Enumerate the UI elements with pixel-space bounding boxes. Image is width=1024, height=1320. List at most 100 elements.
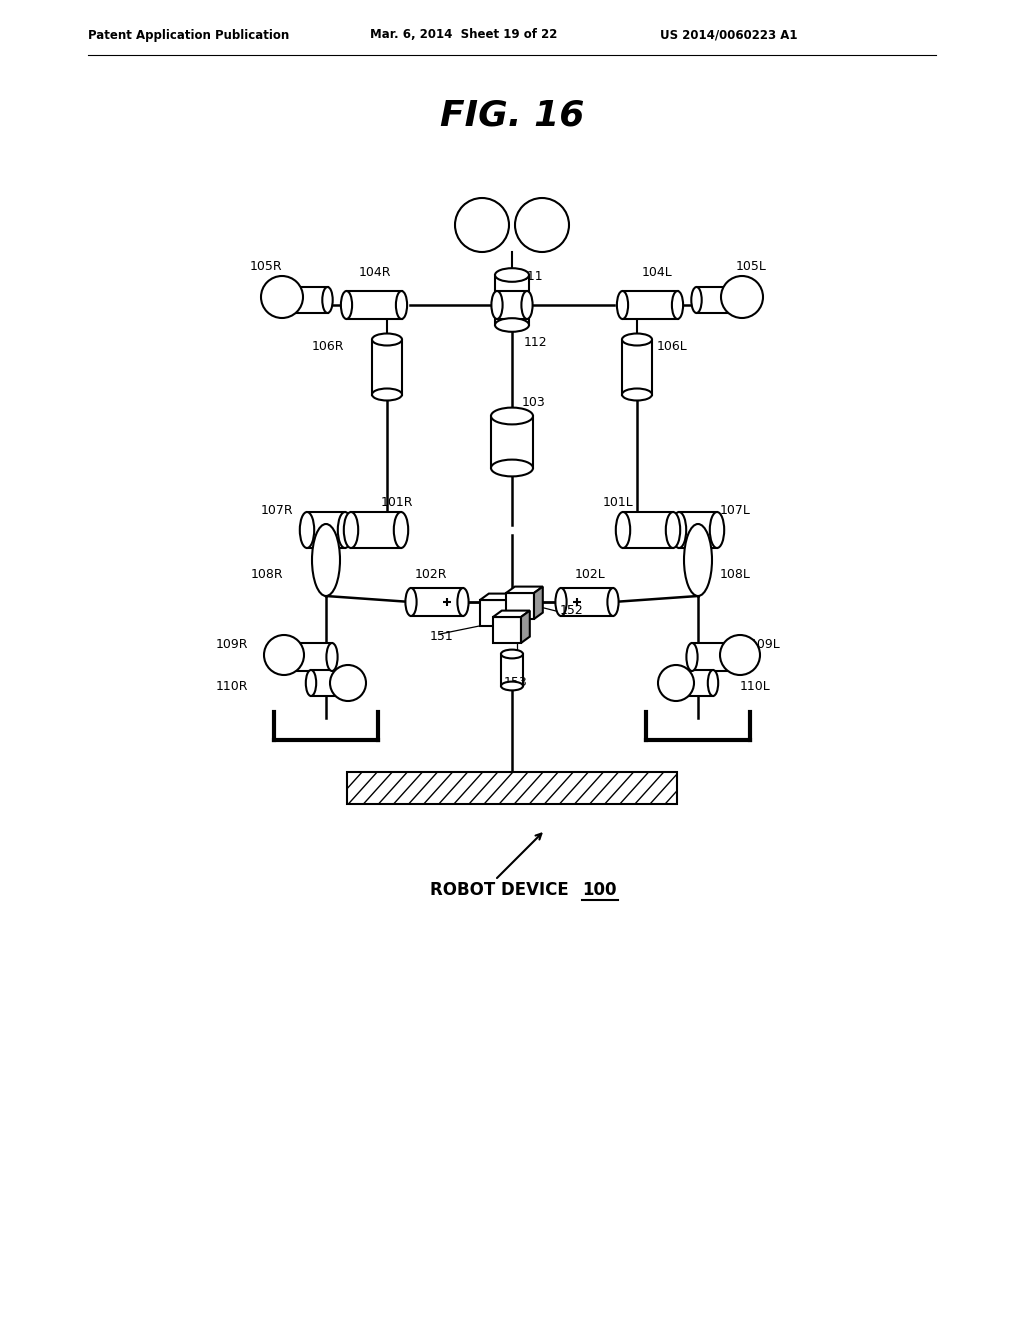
Polygon shape	[679, 512, 717, 548]
Polygon shape	[508, 594, 517, 626]
Ellipse shape	[521, 290, 532, 319]
Text: 108R: 108R	[251, 569, 284, 582]
Polygon shape	[534, 586, 543, 619]
Ellipse shape	[734, 643, 745, 671]
Text: 109R: 109R	[216, 639, 249, 652]
Text: 104L: 104L	[642, 267, 673, 280]
Ellipse shape	[338, 512, 352, 548]
Text: 100: 100	[582, 880, 616, 899]
Ellipse shape	[306, 671, 316, 696]
Polygon shape	[284, 643, 332, 671]
Polygon shape	[506, 593, 534, 619]
Ellipse shape	[406, 587, 417, 616]
Text: US 2014/0060223 A1: US 2014/0060223 A1	[660, 29, 798, 41]
Circle shape	[455, 198, 509, 252]
Polygon shape	[495, 275, 529, 325]
Ellipse shape	[492, 290, 503, 319]
Text: 151: 151	[430, 630, 454, 643]
Circle shape	[264, 635, 304, 675]
Ellipse shape	[501, 681, 523, 690]
Polygon shape	[480, 594, 517, 601]
Polygon shape	[311, 671, 351, 696]
Polygon shape	[623, 512, 673, 548]
Circle shape	[721, 276, 763, 318]
Ellipse shape	[555, 587, 566, 616]
Text: 112: 112	[524, 335, 548, 348]
Text: 153: 153	[504, 676, 527, 689]
Text: FIG. 16: FIG. 16	[440, 98, 584, 132]
Ellipse shape	[622, 334, 652, 346]
Ellipse shape	[372, 388, 402, 400]
Polygon shape	[480, 601, 508, 626]
Ellipse shape	[279, 643, 290, 671]
Ellipse shape	[666, 512, 680, 548]
Ellipse shape	[312, 524, 340, 597]
Circle shape	[720, 635, 760, 675]
Text: Patent Application Publication: Patent Application Publication	[88, 29, 289, 41]
Text: 152: 152	[560, 603, 584, 616]
Ellipse shape	[288, 286, 298, 313]
Polygon shape	[696, 286, 731, 313]
Text: 102R: 102R	[415, 568, 447, 581]
Bar	[347, 772, 677, 804]
Text: 107L: 107L	[720, 503, 751, 516]
Ellipse shape	[458, 587, 469, 616]
Ellipse shape	[344, 512, 358, 548]
Ellipse shape	[501, 649, 523, 659]
Ellipse shape	[668, 671, 678, 696]
Text: 111: 111	[520, 271, 544, 284]
Ellipse shape	[684, 524, 712, 597]
Text: 103: 103	[522, 396, 546, 408]
Text: 110L: 110L	[740, 681, 771, 693]
Polygon shape	[307, 512, 345, 548]
Text: 104R: 104R	[359, 267, 391, 280]
Polygon shape	[521, 611, 529, 643]
Ellipse shape	[726, 286, 736, 313]
Ellipse shape	[327, 643, 338, 671]
Ellipse shape	[346, 671, 356, 696]
Polygon shape	[497, 290, 527, 319]
Text: 102L: 102L	[575, 568, 606, 581]
Circle shape	[658, 665, 694, 701]
Text: Mar. 6, 2014  Sheet 19 of 22: Mar. 6, 2014 Sheet 19 of 22	[370, 29, 557, 41]
Ellipse shape	[490, 408, 534, 425]
Ellipse shape	[622, 388, 652, 400]
Polygon shape	[506, 586, 543, 593]
Ellipse shape	[615, 512, 630, 548]
Ellipse shape	[300, 512, 314, 548]
Ellipse shape	[672, 512, 686, 548]
Ellipse shape	[672, 290, 683, 319]
Ellipse shape	[396, 290, 408, 319]
Text: 107R: 107R	[261, 503, 294, 516]
Polygon shape	[561, 587, 613, 616]
Text: ROBOT DEVICE: ROBOT DEVICE	[430, 880, 574, 899]
Polygon shape	[692, 643, 740, 671]
Ellipse shape	[394, 512, 409, 548]
Polygon shape	[346, 290, 401, 319]
Polygon shape	[351, 512, 401, 548]
Polygon shape	[673, 671, 713, 696]
Text: 110R: 110R	[216, 681, 249, 693]
Ellipse shape	[495, 318, 529, 331]
Text: 105L: 105L	[736, 260, 767, 273]
Polygon shape	[493, 616, 521, 643]
Ellipse shape	[372, 334, 402, 346]
Polygon shape	[293, 286, 328, 313]
Text: 105R: 105R	[250, 260, 283, 273]
Polygon shape	[372, 339, 402, 395]
Polygon shape	[490, 416, 534, 469]
Ellipse shape	[495, 268, 529, 281]
Polygon shape	[501, 653, 523, 686]
Text: 106L: 106L	[657, 341, 688, 354]
Polygon shape	[411, 587, 463, 616]
Text: 106R: 106R	[312, 341, 344, 354]
Ellipse shape	[616, 290, 628, 319]
Circle shape	[330, 665, 366, 701]
Ellipse shape	[490, 459, 534, 477]
Text: 108L: 108L	[720, 569, 751, 582]
Polygon shape	[623, 290, 678, 319]
Circle shape	[261, 276, 303, 318]
Polygon shape	[493, 611, 529, 616]
Text: 109L: 109L	[750, 639, 780, 652]
Ellipse shape	[691, 286, 701, 313]
